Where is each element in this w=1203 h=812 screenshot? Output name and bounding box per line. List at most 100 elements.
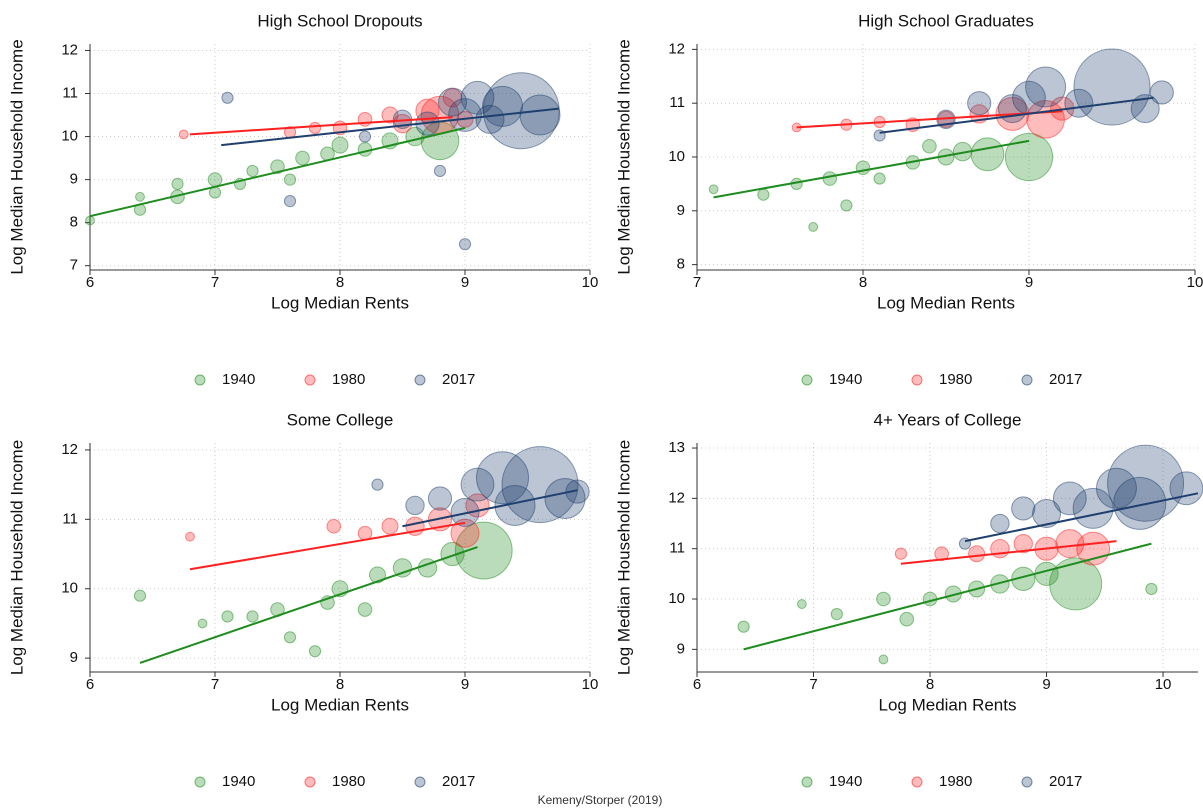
point [440,541,465,567]
fit-line [189,116,453,136]
point [990,538,1010,559]
legend-marker [414,776,426,788]
point [1052,481,1087,516]
x-tick-label: 9 [461,274,469,291]
x-tick-label: 10 [1187,274,1203,291]
y-tick-label: 10 [61,580,78,597]
legend-marker [304,776,316,788]
legend-label: 1980 [939,371,972,388]
point [830,608,843,621]
x-tick-label: 7 [809,676,817,693]
panel: Some College Log Median Rents Log Median H… [7,410,598,789]
point [357,602,373,617]
point [458,238,472,251]
x-tick-label: 7 [211,274,219,291]
legend-label: 2017 [442,371,475,388]
point [448,98,482,132]
point [501,446,579,524]
x-tick-label: 6 [86,676,94,693]
point [796,599,807,609]
legend-marker [304,374,316,386]
y-tick-label: 12 [668,489,685,506]
point [708,184,719,195]
point [326,518,342,534]
y-axis-title: Log Median Household Income [614,440,633,675]
y-tick-label: 8 [70,214,78,231]
y-tick-label: 10 [61,128,78,145]
y-axis-title: Log Median Household Income [614,39,633,274]
y-tick-label: 9 [677,202,685,219]
x-tick-label: 9 [461,676,469,693]
legend-label: 1940 [222,773,255,790]
point [369,566,386,584]
point [246,610,259,623]
legend-marker [414,374,426,386]
point [358,130,372,143]
point [1025,66,1067,108]
x-tick-label: 9 [1025,274,1033,291]
point [133,589,147,602]
y-tick-label: 9 [677,640,685,657]
fit-line [402,489,578,528]
x-tick-label: 7 [211,676,219,693]
fit-line [713,139,1030,199]
legend-marker [801,776,813,788]
point [1032,498,1062,528]
point [757,188,770,201]
x-tick-label: 9 [1042,676,1050,693]
panel-title: High School Graduates [858,11,1034,30]
fit-line [964,492,1199,543]
point [331,136,349,154]
point [822,171,838,186]
x-tick-label: 8 [926,676,934,693]
point [1169,471,1203,506]
point [1013,533,1033,554]
legend-label: 1980 [332,773,365,790]
point [207,172,223,187]
point [1004,132,1054,182]
panel-title: 4+ Years of College [874,410,1022,429]
point [270,159,285,174]
point [283,173,297,186]
point [873,172,886,185]
point [427,486,453,511]
x-tick-label: 6 [693,676,701,693]
panel: High School Graduates Log Median Rents Log… [614,11,1203,387]
point [438,87,467,117]
fit-line [221,107,559,147]
x-tick-label: 8 [859,274,867,291]
y-axis-title: Log Median Household Income [7,440,26,675]
x-axis-title: Log Median Rents [271,695,409,714]
point [899,611,915,627]
legend-label: 1940 [829,371,862,388]
point [283,631,297,644]
y-tick-label: 12 [61,41,78,58]
point [519,94,561,136]
point [433,164,447,178]
point [494,484,536,526]
y-tick-label: 9 [70,649,78,666]
point [283,195,297,208]
point [840,199,853,212]
y-tick-label: 10 [668,148,685,165]
x-tick-label: 8 [336,676,344,693]
point [1145,582,1158,596]
point [221,91,234,104]
y-tick-label: 8 [677,256,685,273]
point [371,478,384,491]
point [808,222,819,232]
panel: 4+ Years of College Log Median Rents Log M… [614,410,1203,790]
point [197,618,208,629]
point [392,558,413,578]
point [1064,88,1094,118]
legend-marker [194,374,206,386]
panel: High School Dropouts Log Median Rents Log … [7,11,598,387]
point [381,517,399,535]
point [544,478,586,520]
point [135,191,145,202]
y-tick-label: 12 [61,441,78,458]
point [968,545,986,563]
fit-line [189,521,466,571]
legend-marker [911,374,923,386]
